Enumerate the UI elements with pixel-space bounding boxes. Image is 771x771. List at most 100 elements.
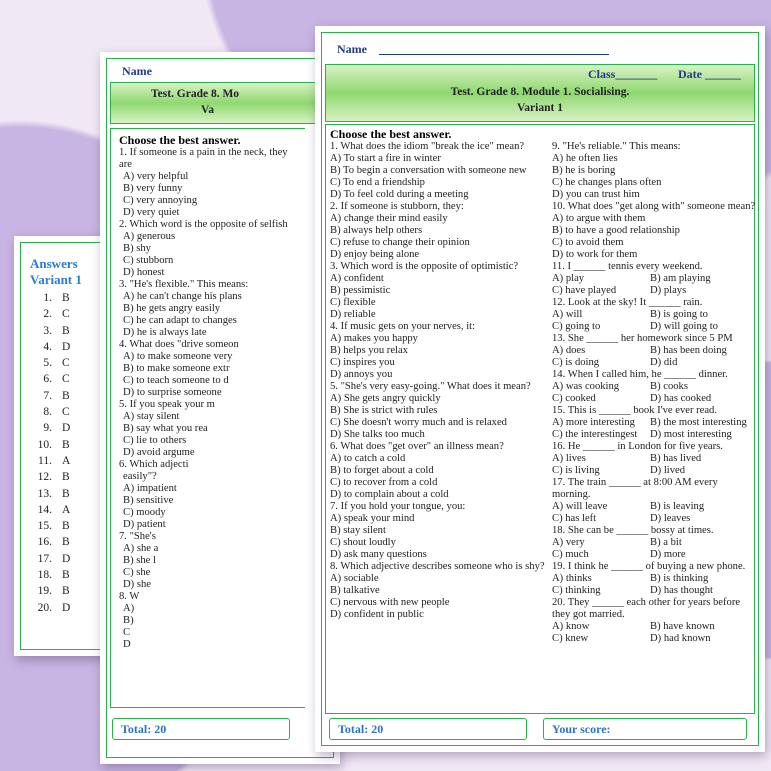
answer-row: 2. C bbox=[30, 306, 82, 322]
options: A) does B) has been doing C) is doing D) di… bbox=[552, 345, 756, 369]
answer-number: 6. bbox=[43, 373, 52, 386]
question-line: A) to make someone very bbox=[123, 351, 233, 362]
front-title: Test. Grade 8. Module 1. Socialising. bbox=[450, 86, 630, 98]
answer-number: 9. bbox=[43, 422, 52, 435]
answers-content: Answers Variant 1 1. B 2. C 3. B 4. D 5. C 6. C 7. B 8… bbox=[30, 256, 82, 616]
score: Your score: bbox=[552, 722, 611, 736]
question-line: B) he gets angry easily bbox=[123, 303, 221, 314]
answer-row: 3. B bbox=[30, 323, 82, 339]
question-item: 18. She can be ______ bossy at times. A) … bbox=[552, 525, 756, 561]
question-line: D) honest bbox=[123, 267, 165, 278]
answer-row: 4. D bbox=[30, 339, 82, 355]
options: A) will B) is going to C) going to D) will … bbox=[552, 309, 756, 333]
option-a: A) to catch a cold bbox=[330, 453, 406, 464]
option-d: D) confident in public bbox=[330, 609, 424, 620]
question-line: C bbox=[123, 627, 131, 638]
answer-row: 16. B bbox=[30, 534, 82, 550]
option-c: C) has left bbox=[552, 513, 597, 524]
options: A) confident B) pessimistic C) flexible D) … bbox=[330, 273, 548, 321]
option-a: A) She gets angry quickly bbox=[330, 393, 441, 404]
option-c: C) inspires you bbox=[330, 357, 395, 368]
question-line: A) he can't change his plans bbox=[123, 291, 242, 302]
options: A) very B) a bit C) much D) more bbox=[552, 537, 756, 561]
option-b: B) a bit bbox=[650, 537, 682, 548]
options: A) sociable B) talkative C) nervous with n… bbox=[330, 573, 548, 621]
answer-number: 7. bbox=[43, 389, 52, 402]
option-b: B) has lived bbox=[650, 453, 702, 464]
option-b: B) to have a good relationship bbox=[552, 225, 680, 236]
answer-row: 19. B bbox=[30, 583, 82, 599]
option-c: C) thinking bbox=[552, 585, 601, 596]
answer-number: 2. bbox=[43, 308, 52, 321]
question-item: 14. When I called him, he ______ dinner.… bbox=[552, 369, 756, 405]
answer-letter: B bbox=[62, 569, 70, 582]
answer-row: 13. B bbox=[30, 486, 82, 502]
middle-name-label: Name bbox=[122, 64, 152, 78]
option-d: D) ask many questions bbox=[330, 549, 427, 560]
class-label: Class_______ bbox=[588, 67, 658, 81]
options: A) speak your mind B) stay silent C) shout… bbox=[330, 513, 548, 561]
answer-letter: B bbox=[62, 324, 70, 337]
answer-letter: B bbox=[62, 487, 70, 500]
option-b: B) talkative bbox=[330, 585, 380, 596]
section-heading: Choose the best answer. bbox=[330, 127, 452, 141]
middle-title-band: Test. Grade 8. Mo Va bbox=[110, 82, 330, 124]
options: A) know B) have known C) knew D) had known bbox=[552, 621, 756, 645]
answer-letter: D bbox=[62, 422, 71, 435]
option-c: C) much bbox=[552, 549, 589, 560]
question-text: 19. I think he ______ of buying a new ph… bbox=[552, 561, 746, 572]
answer-row: 14. A bbox=[30, 502, 82, 518]
option-b: B) always help others bbox=[330, 225, 423, 236]
question-text: 13. She ______ her homework since 5 PM bbox=[552, 333, 733, 344]
option-a: A) know bbox=[552, 621, 590, 632]
question-line: D) she bbox=[123, 579, 151, 590]
options: A) change their mind easily B) always hel… bbox=[330, 213, 548, 261]
answer-number: 4. bbox=[43, 340, 52, 353]
question-item: 6. What does "get over" an illness mean?… bbox=[330, 441, 548, 501]
question-text: 9. "He's reliable." This means: bbox=[552, 141, 681, 152]
question-item: 11. I ______ tennis every weekend. A) pla… bbox=[552, 261, 756, 297]
option-d: D) lived bbox=[650, 465, 686, 476]
answer-letter: A bbox=[62, 503, 71, 516]
option-c: C) to recover from a cold bbox=[330, 477, 438, 488]
answer-letter: B bbox=[62, 471, 70, 484]
option-d: D) had known bbox=[650, 633, 711, 644]
option-a: A) makes you happy bbox=[330, 333, 418, 344]
question-line: C) stubborn bbox=[123, 255, 174, 266]
option-c: C) flexible bbox=[330, 297, 376, 308]
answers-title: Answers bbox=[30, 256, 78, 271]
option-c: C) shout loudly bbox=[330, 537, 396, 548]
question-item: 16. He ______ in London for five years. A… bbox=[552, 441, 756, 477]
question-line: A) she a bbox=[123, 543, 159, 554]
option-c: C) he changes plans often bbox=[552, 177, 662, 188]
answer-letter: C bbox=[62, 406, 70, 419]
option-d: D) will going to bbox=[650, 321, 718, 332]
question-line: easily"? bbox=[123, 471, 157, 482]
options: A) more interesting B) the most interesti… bbox=[552, 417, 756, 441]
question-item: 2. If someone is stubborn, they: A) chang… bbox=[330, 201, 548, 261]
options: A) lives B) has lived C) is living D) lived bbox=[552, 453, 756, 477]
option-d: D) annoys you bbox=[330, 369, 393, 380]
question-text: 14. When I called him, he ______ dinner. bbox=[552, 369, 728, 380]
question-item: 8. Which adjective describes someone who… bbox=[330, 561, 548, 621]
option-a: A) sociable bbox=[330, 573, 379, 584]
question-text: 16. He ______ in London for five years. bbox=[552, 441, 723, 452]
question-line: 3. "He's flexible." This means: bbox=[119, 279, 249, 290]
front-test-sheet: Name Class_______ Date ______ Test. Grad… bbox=[315, 26, 765, 752]
question-text: 3. Which word is the opposite of optimis… bbox=[330, 261, 519, 272]
answer-row: 5. C bbox=[30, 355, 82, 371]
option-c: C) going to bbox=[552, 321, 601, 332]
answer-row: 12. B bbox=[30, 469, 82, 485]
answer-letter: B bbox=[62, 438, 70, 451]
question-line: A) generous bbox=[123, 231, 176, 242]
answer-row: 18. B bbox=[30, 567, 82, 583]
question-item: 1. What does the idiom "break the ice" m… bbox=[330, 141, 548, 201]
option-c: C) is doing bbox=[552, 357, 600, 368]
question-line: C) very annoying bbox=[123, 195, 198, 206]
option-d: D) has thought bbox=[650, 585, 713, 596]
options: A) play B) am playing C) have played D) pla… bbox=[552, 273, 756, 297]
option-d: D) She talks too much bbox=[330, 429, 425, 440]
question-item: 3. Which word is the opposite of optimis… bbox=[330, 261, 548, 321]
right-question-list-b: 11. I ______ tennis every weekend. A) pla… bbox=[552, 261, 756, 645]
front-frame bbox=[321, 32, 759, 746]
